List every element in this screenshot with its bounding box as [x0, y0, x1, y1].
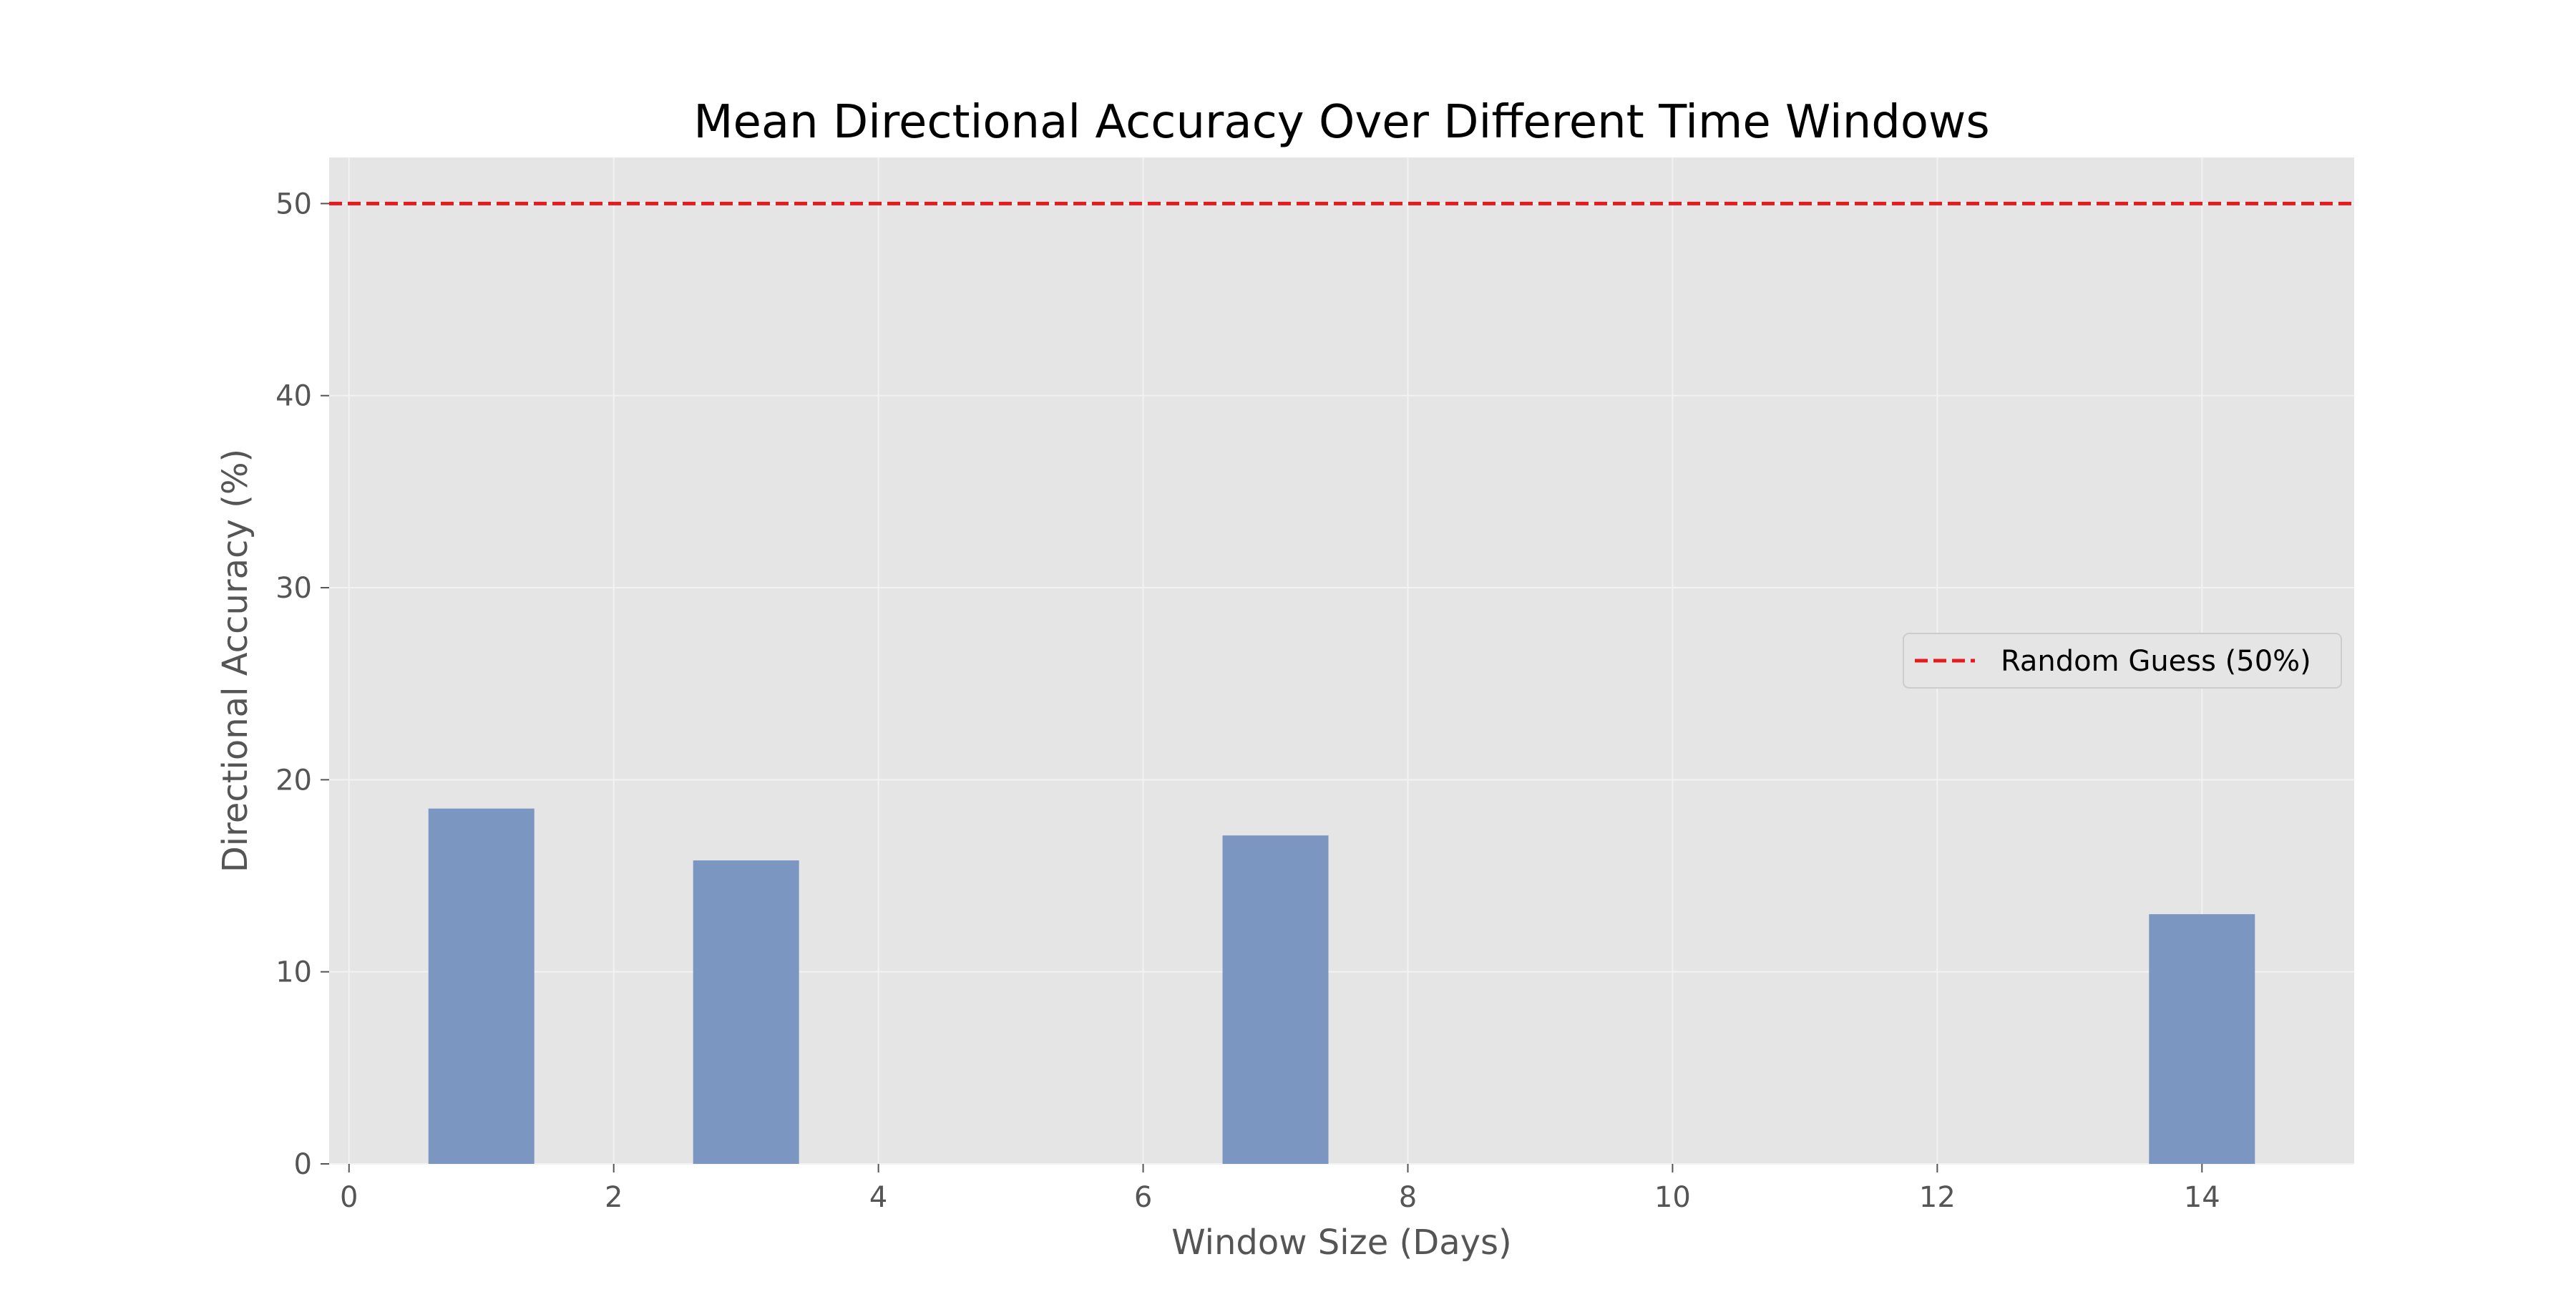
bar — [693, 860, 799, 1164]
x-tick-label: 0 — [340, 1181, 358, 1214]
y-tick-label: 0 — [294, 1148, 312, 1181]
x-tick-label: 12 — [1919, 1181, 1956, 1214]
x-tick-label: 14 — [2184, 1181, 2220, 1214]
y-tick-label: 50 — [275, 188, 312, 220]
chart-title: Mean Directional Accuracy Over Different… — [693, 96, 1989, 149]
legend-entry-label: Random Guess (50%) — [2001, 645, 2311, 678]
y-tick-label: 40 — [275, 380, 312, 413]
y-tick-label: 20 — [275, 764, 312, 797]
bar — [1222, 835, 1329, 1164]
axis-ticks: 0 2 4 6 8 10 12 14 0 10 20 30 40 50 — [275, 188, 2220, 1214]
bars — [428, 808, 2255, 1164]
legend-box — [1903, 633, 2342, 689]
x-tick-label: 10 — [1654, 1181, 1691, 1214]
x-tick-label: 8 — [1399, 1181, 1417, 1214]
bar — [428, 808, 535, 1164]
x-axis-label: Window Size (Days) — [1171, 1223, 1512, 1263]
legend: Random Guess (50%) — [1903, 633, 2342, 689]
y-tick-label: 10 — [275, 956, 312, 989]
y-axis-label: Directional Accuracy (%) — [215, 449, 255, 873]
x-tick-label: 4 — [869, 1181, 887, 1214]
x-tick-label: 6 — [1134, 1181, 1152, 1214]
x-tick-label: 2 — [605, 1181, 623, 1214]
y-tick-label: 30 — [275, 572, 312, 605]
bar — [2149, 914, 2255, 1164]
